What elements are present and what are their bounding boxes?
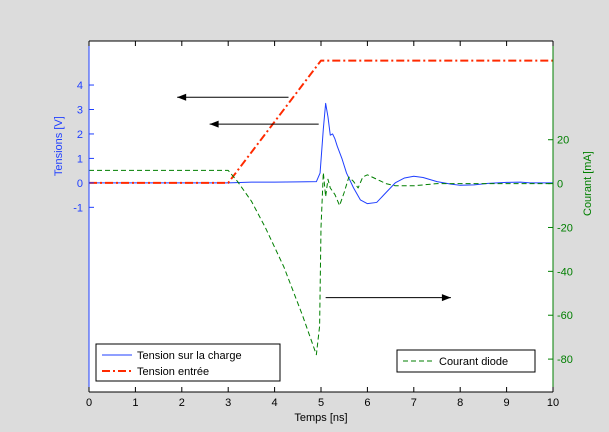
y-left-tick-label: 4	[77, 80, 83, 92]
legend-box	[95, 343, 281, 382]
y-left-tick-label: 1	[77, 153, 83, 165]
y-right-tick-label: -40	[557, 266, 573, 278]
x-tick-label: 9	[504, 397, 510, 409]
legend-voltages: Tension sur la charge Tension entrée	[95, 343, 281, 382]
y-left-tick-label: 2	[77, 129, 83, 141]
series-line-courant-diode	[89, 169, 553, 356]
y-right-tick-label: 0	[557, 179, 563, 191]
y-left-tick-label: -1	[73, 202, 83, 214]
y-right-tick-label: -60	[557, 310, 573, 322]
x-tick-label: 3	[225, 397, 231, 409]
x-tick-label: 0	[86, 397, 92, 409]
y-left-tick-label: 0	[77, 178, 83, 190]
legend-entry-label: Tension sur la charge	[137, 350, 242, 362]
legend-entry-label: Tension entrée	[137, 366, 209, 378]
series-line-tension-entr-e	[89, 59, 553, 184]
x-tick-label: 5	[318, 397, 324, 409]
annotation-arrow-head	[441, 294, 451, 302]
legend-box	[396, 349, 536, 373]
legend-current: Courant diode	[396, 349, 536, 373]
annotation-arrows	[177, 93, 451, 302]
x-tick-label: 2	[179, 397, 185, 409]
x-tick-label: 6	[364, 397, 370, 409]
x-tick-label: 10	[547, 397, 559, 409]
y-right-tick-label: -80	[557, 354, 573, 366]
x-tick-label: 8	[457, 397, 463, 409]
legend-entry-label: Courant diode	[439, 356, 508, 368]
annotation-arrow-head	[177, 93, 187, 101]
x-tick-label: 7	[411, 397, 417, 409]
x-axis-label: Temps [ns]	[294, 412, 347, 424]
y-right-tick-label: -20	[557, 222, 573, 234]
axes: 0 1 2 3 4 5 6 7 8 9 10 -1 0 1 2 3 4 -80 -60 -40 -20 0 20	[73, 40, 573, 409]
y-axis-left-label: Tensions [V]	[53, 116, 65, 176]
annotation-arrow-head	[209, 120, 219, 128]
x-tick-label: 1	[132, 397, 138, 409]
y-axis-right-label: Courant [mA]	[582, 151, 594, 216]
y-right-tick-label: 20	[557, 135, 569, 147]
x-tick-label: 4	[272, 397, 278, 409]
series-layer	[89, 59, 553, 356]
y-left-tick-label: 3	[77, 104, 83, 116]
series-line-tension-sur-la-charge	[89, 102, 553, 205]
